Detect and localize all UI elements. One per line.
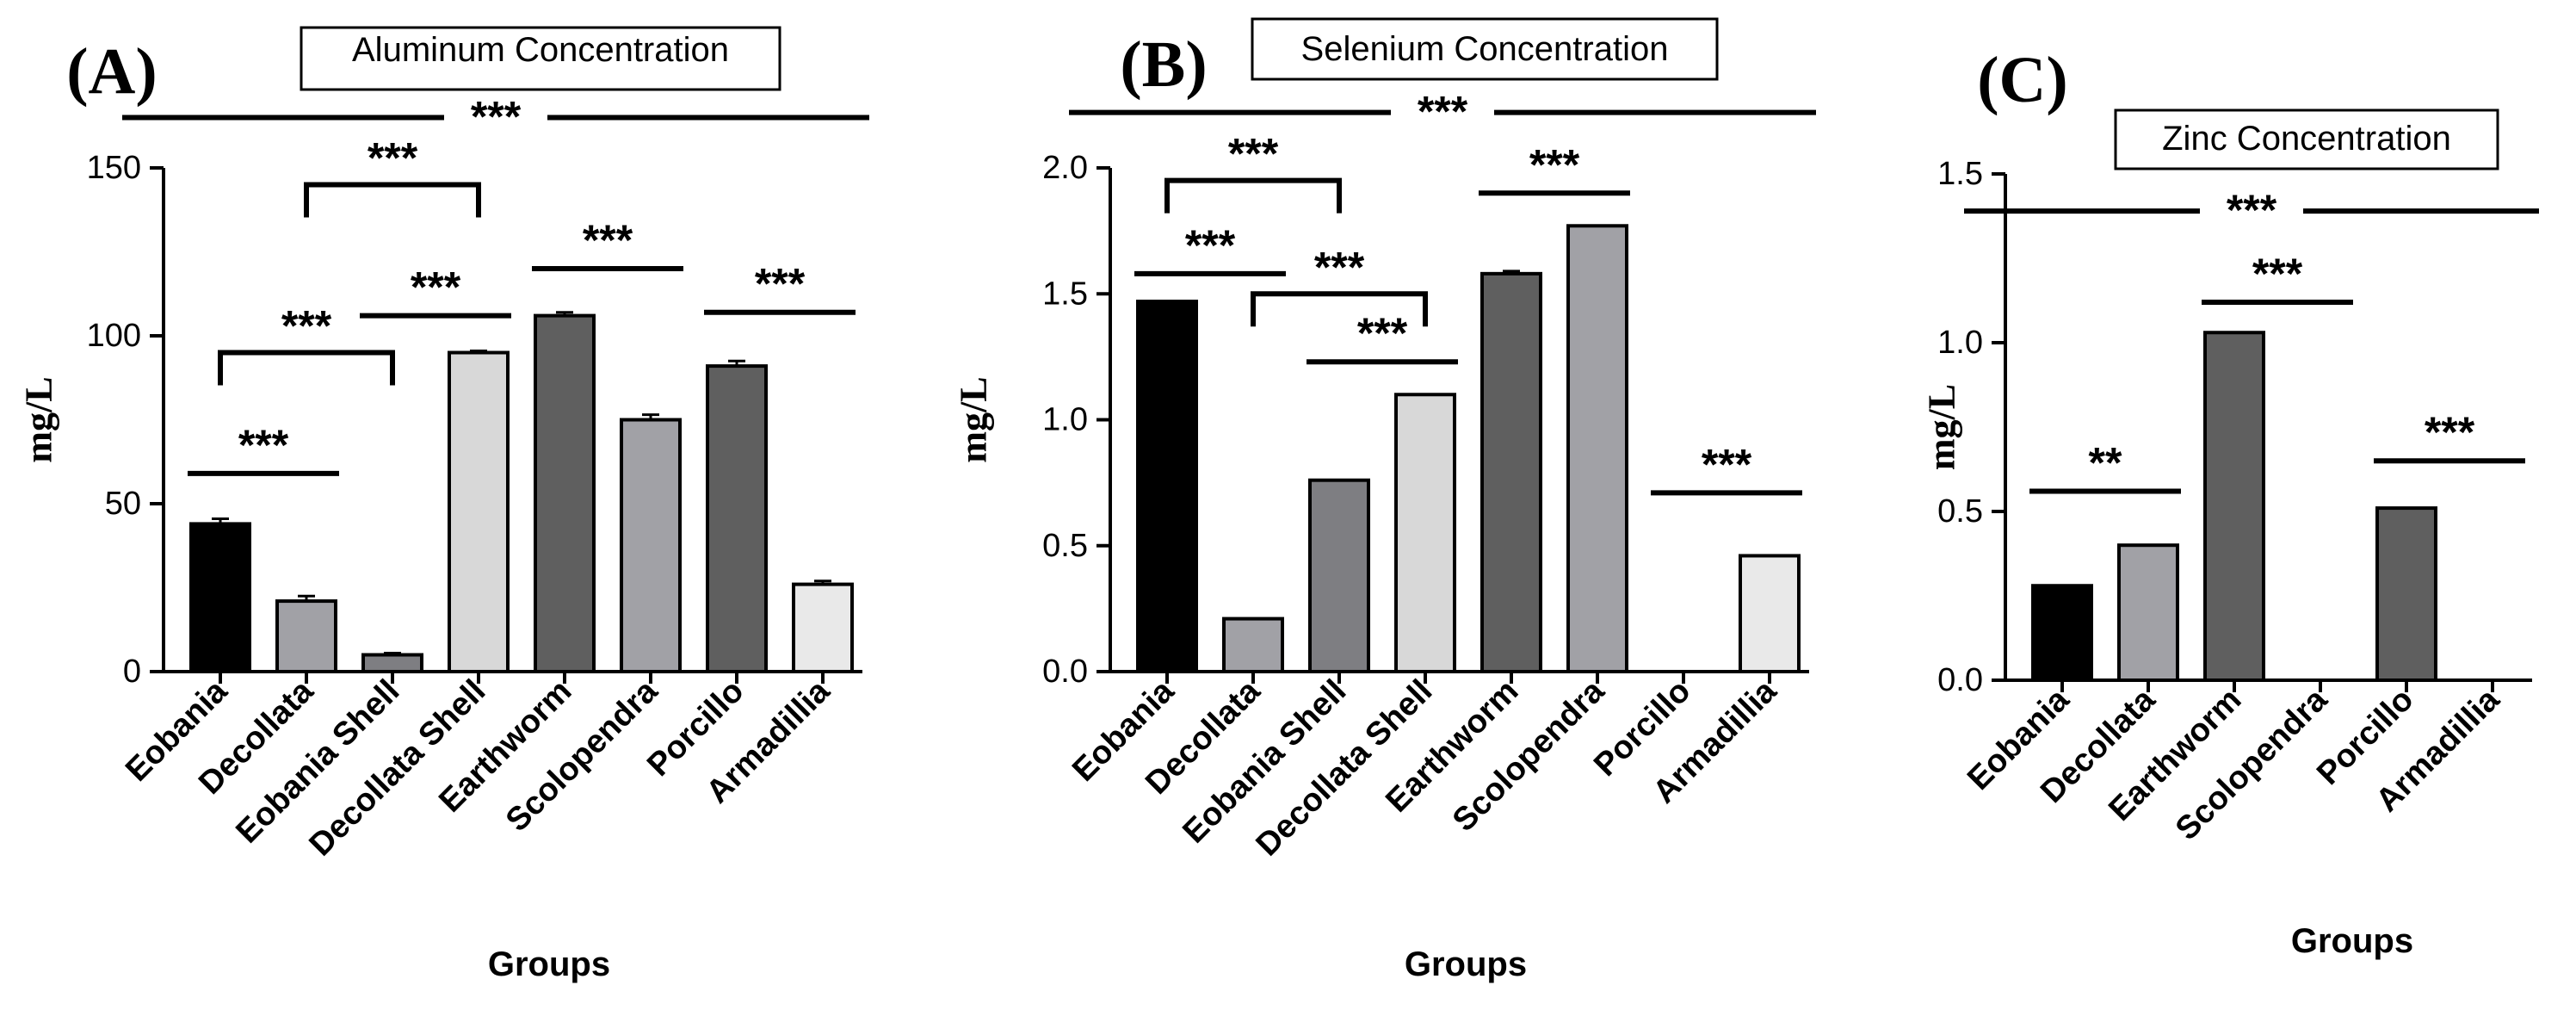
significance-label: *** [2252,250,2303,298]
bar-earthworm [1480,271,1542,673]
y-tick-label: 1.5 [1042,276,1088,312]
bar-earthworm [2203,331,2265,682]
bar-eobania-shell [1308,478,1370,674]
significance-label: *** [1314,243,1365,291]
chart-panel-3: (C)Zinc Concentration0.00.51.01.5mg/LEob… [1921,44,2539,960]
chart-panel-1: (A) Aluminum Concentration050100150mg/LEo… [18,26,869,983]
category-label: Scolopendra [1446,672,1612,839]
panel-letter: (A) [66,35,158,108]
category-label: Scolopendra [499,672,665,839]
significance-label: *** [471,93,522,141]
bar-decollata-shell [448,350,510,673]
significance-label: *** [281,302,332,350]
significance-label: *** [2227,186,2277,234]
y-tick-label: 100 [87,318,141,354]
significance-label: *** [2425,408,2475,456]
panel-letter: (C) [1977,44,2068,116]
y-axis-label: mg/L [953,376,995,462]
significance-label: ** [2089,438,2122,486]
bar-decollata-shell [1394,393,1456,673]
bar-armadillia [792,582,854,673]
bar-eobania [189,522,251,674]
y-tick-label: 150 [87,150,141,186]
category-label: Scolopendra [2169,681,2335,847]
y-tick-label: 0.5 [1937,493,1983,530]
y-tick-label: 1.5 [1937,156,1983,192]
bar-eobania [1136,300,1198,673]
significance-label: *** [1702,440,1752,488]
bar-decollata [1222,617,1284,674]
chart-title: Zinc Concentration [2162,120,2451,158]
x-axis-label: Groups [1405,945,1527,983]
significance-label: *** [1228,130,1279,178]
bar-eobania-shell [361,653,423,673]
chart-title-box [300,26,781,91]
significance-label: *** [755,260,806,308]
significance-bracket [1164,177,1342,214]
bar-eobania [2031,584,2093,682]
significance-label: *** [583,216,633,264]
y-tick-label: 0.0 [1042,654,1088,690]
y-tick-label: 50 [105,486,141,522]
significance-label: *** [1185,221,1236,270]
y-tick-label: 0.0 [1937,662,1983,698]
significance-label: *** [368,134,418,183]
bar-decollata [275,599,337,673]
chart-panel-2: (B) Selenium Concentration 0.0 0.5 1.0 1.5 2.0… [953,17,1816,983]
y-tick-label: 1.0 [1937,325,1983,361]
bar-earthworm [534,313,596,673]
bar-porcillo [2375,506,2437,683]
y-tick-label: 2.0 [1042,150,1088,186]
bar-scolopendra [620,418,682,673]
significance-label: *** [411,263,461,312]
significance-label: *** [1357,309,1408,357]
significance-bracket [304,182,481,218]
y-tick-label: 0 [123,654,141,690]
chart-title-box [1251,17,1719,81]
significance-bracket [218,350,395,386]
bar-porcillo [706,364,768,673]
y-tick-label: 1.0 [1042,402,1088,438]
y-axis-label: mg/L [18,376,60,462]
x-axis-label: Groups [2291,922,2413,960]
bar-armadillia [1739,554,1801,674]
chart-title: Selenium Concentration [1301,30,1669,68]
bar-decollata [2117,543,2179,683]
y-tick-label: 0.5 [1042,528,1088,564]
y-axis-label: mg/L [1921,384,1963,470]
chart-title-box [2114,108,2499,170]
significance-label: *** [1529,140,1580,189]
significance-label: *** [238,421,289,469]
x-axis-label: Groups [488,945,610,983]
significance-label: *** [1418,88,1468,136]
chart-title: Aluminum Concentration [352,31,729,69]
panel-letter: (B) [1120,28,1207,101]
bar-scolopendra [1566,224,1628,673]
significance-bracket [1251,291,1428,327]
